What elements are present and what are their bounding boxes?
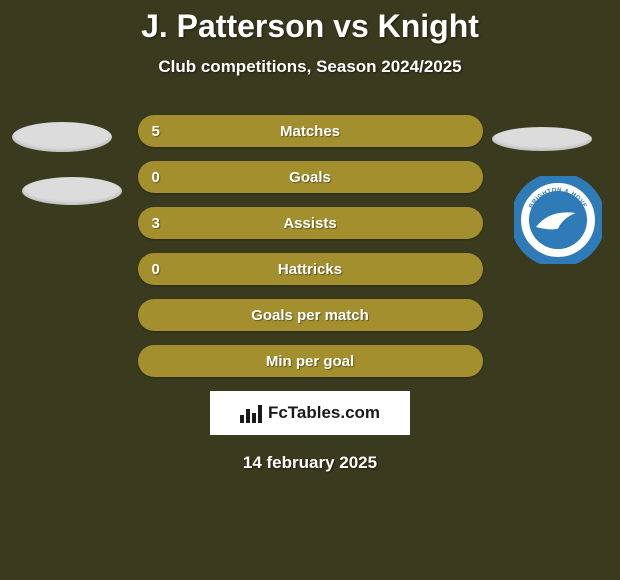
fctables-badge: FcTables.com	[210, 391, 410, 435]
club-badge-icon: BRIGHTON & HOVE ALBION	[514, 176, 602, 264]
player-avatar-placeholder	[492, 127, 592, 151]
stat-row-min-per-goal: Min per goal	[138, 345, 483, 377]
stat-label: Hattricks	[278, 261, 342, 278]
stat-row-hattricks: 0 Hattricks	[138, 253, 483, 285]
comparison-title: J. Patterson vs Knight	[0, 8, 620, 45]
season-subtitle: Club competitions, Season 2024/2025	[0, 57, 620, 77]
stat-label: Assists	[283, 215, 336, 232]
stat-left-value: 5	[152, 123, 160, 140]
stat-row-matches: 5 Matches	[138, 115, 483, 147]
stat-row-assists: 3 Assists	[138, 207, 483, 239]
stat-label: Goals	[289, 169, 331, 186]
stat-left-value: 0	[152, 261, 160, 278]
stat-label: Matches	[280, 123, 340, 140]
stat-row-goals-per-match: Goals per match	[138, 299, 483, 331]
player-avatar-placeholder	[12, 122, 112, 152]
stat-label: Goals per match	[251, 307, 369, 324]
stat-row-goals: 0 Goals	[138, 161, 483, 193]
bar-chart-icon	[240, 403, 264, 423]
club-logo-placeholder	[22, 177, 122, 205]
stat-left-value: 0	[152, 169, 160, 186]
stat-label: Min per goal	[266, 353, 354, 370]
stat-left-value: 3	[152, 215, 160, 232]
fctables-label: FcTables.com	[268, 403, 380, 423]
snapshot-date: 14 february 2025	[0, 453, 620, 473]
